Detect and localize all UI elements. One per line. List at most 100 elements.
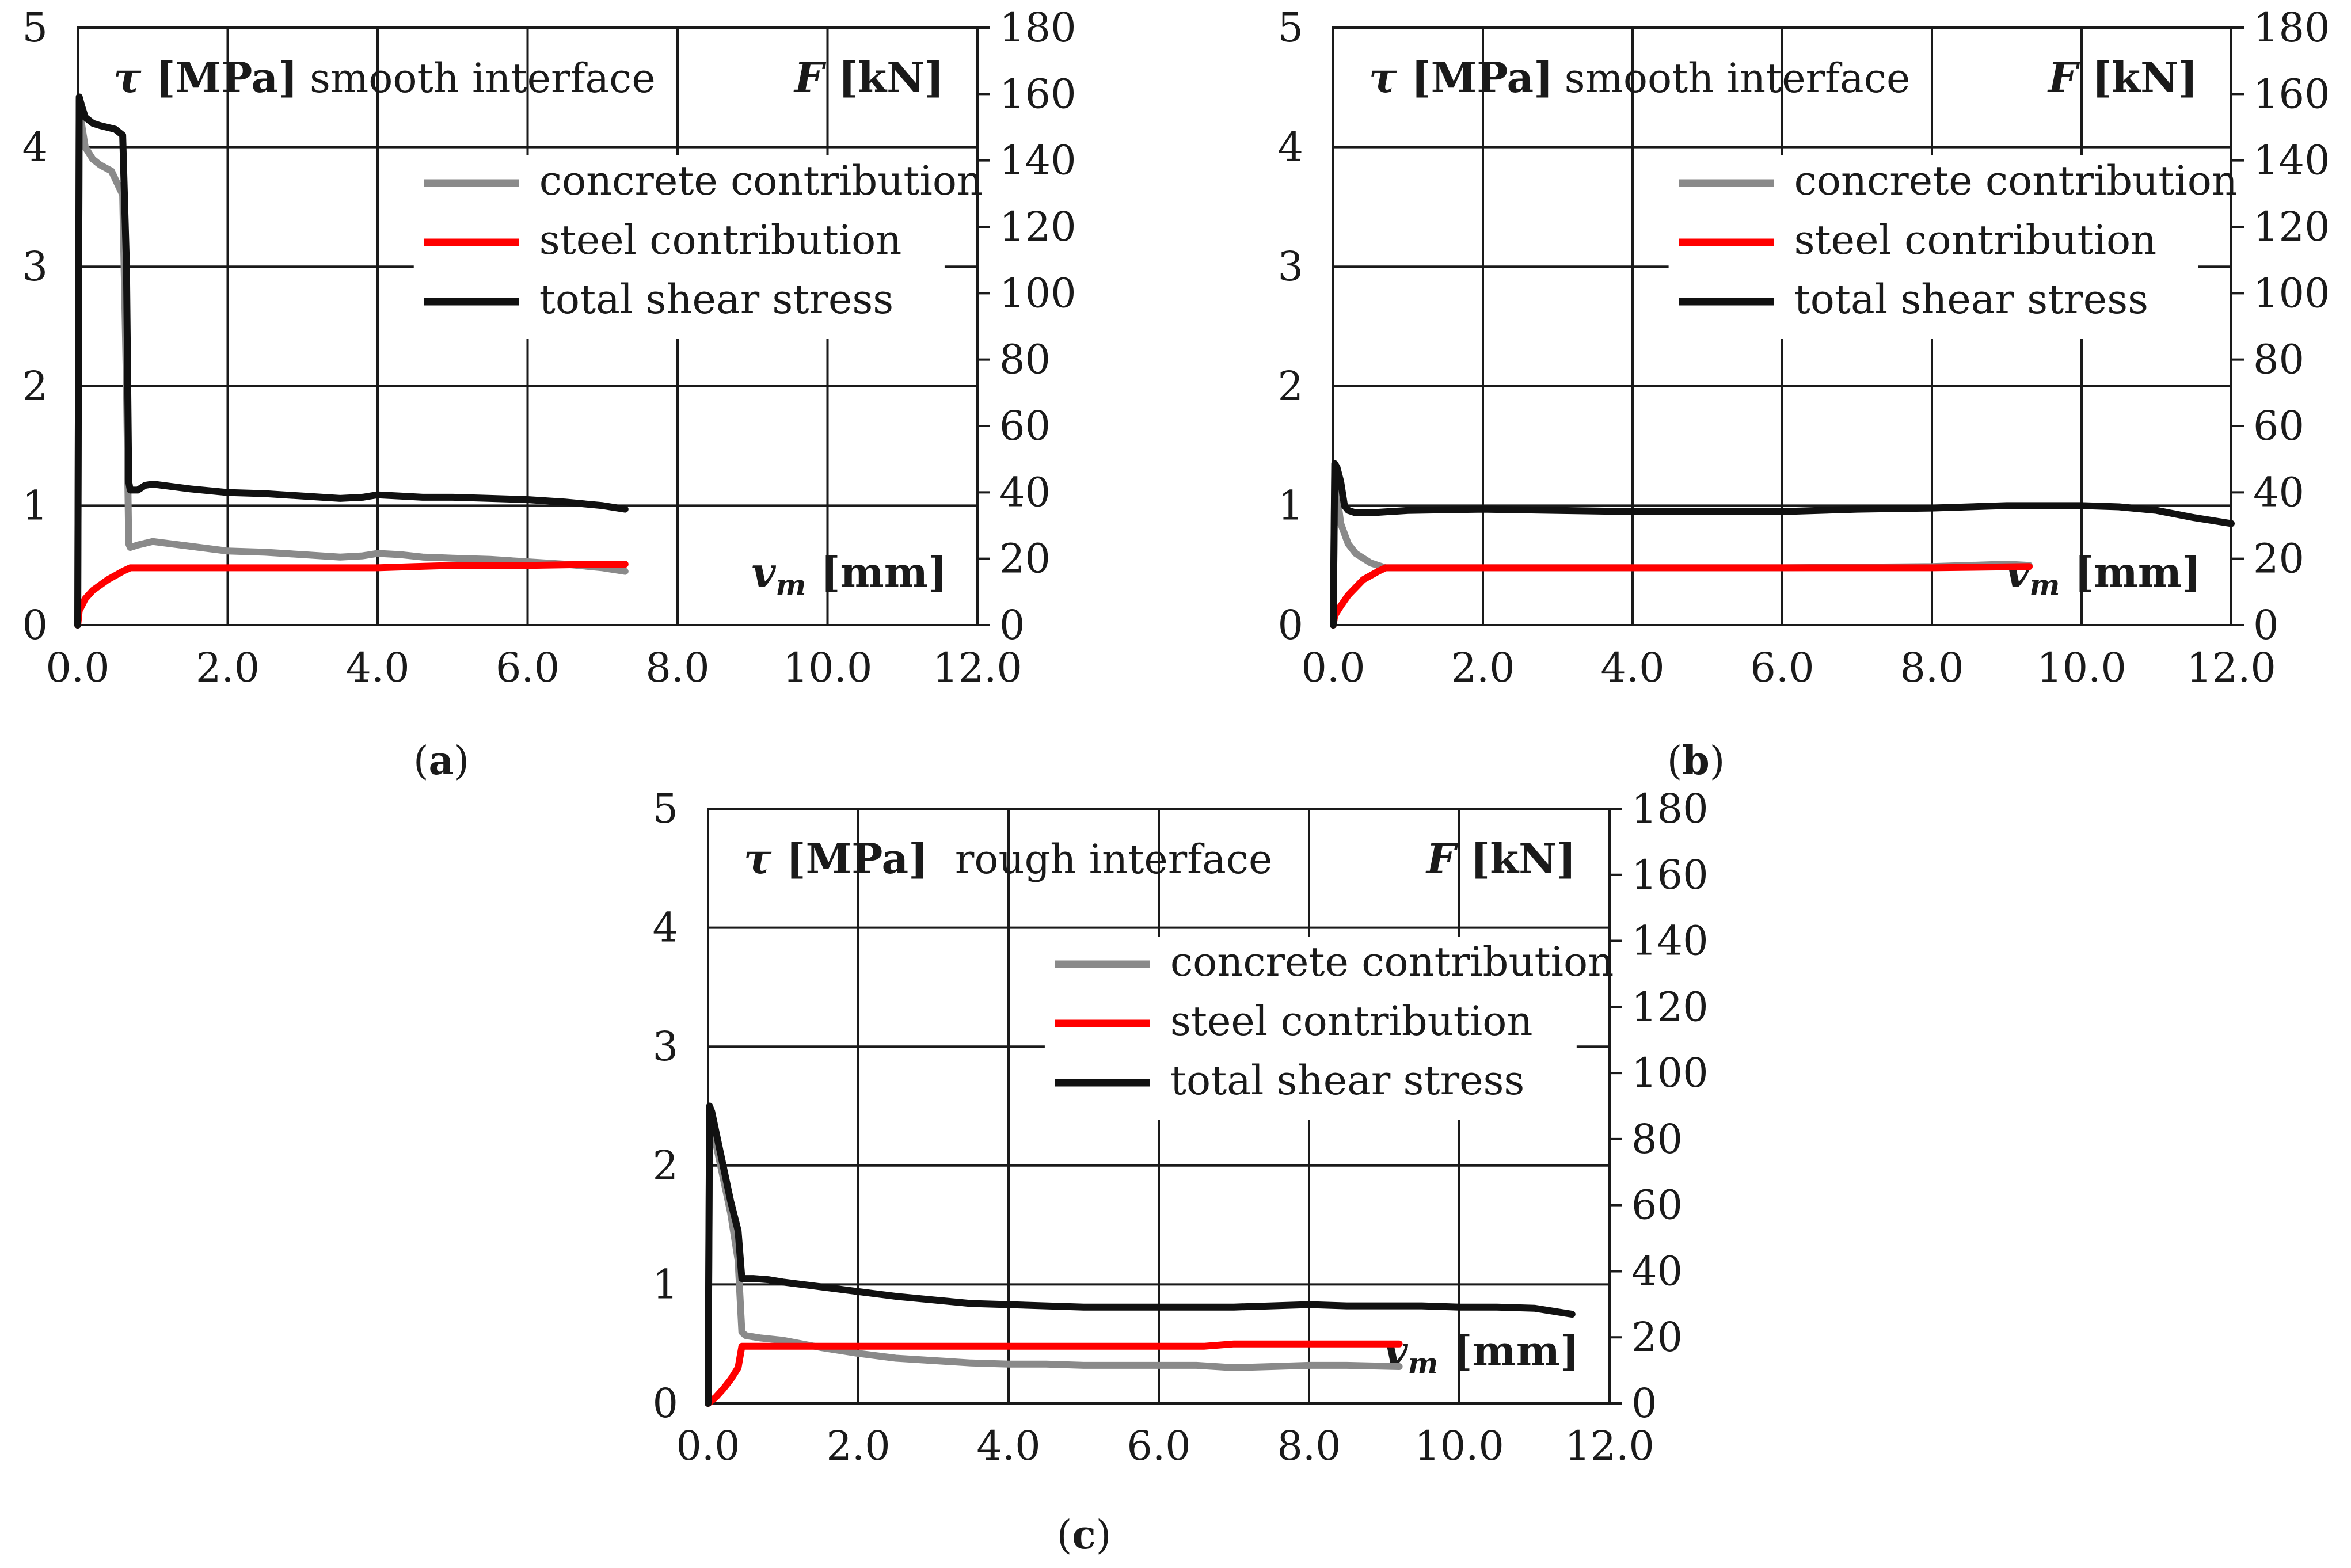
- y-right-tick-label: 40: [2253, 469, 2304, 516]
- legend-label-steel: steel contribution: [1794, 216, 2157, 264]
- x-tick-label: 6.0: [496, 644, 560, 691]
- x-symbol: v: [752, 548, 777, 597]
- y-right-tick-label: 140: [1631, 918, 1709, 965]
- y-left-symbol: τ: [1369, 53, 1397, 102]
- y-right-tick-label: 20: [1631, 1314, 1683, 1361]
- y-left-tick-label: 1: [1277, 482, 1303, 529]
- y-right-tick-label: 20: [2253, 535, 2304, 583]
- legend-label-total: total shear stress: [1794, 276, 2148, 323]
- y-right-tick-label: 160: [2253, 70, 2330, 117]
- y-right-tick-label: 180: [999, 4, 1076, 51]
- y-left-tick-label: 5: [652, 785, 678, 832]
- y-right-tick-label: 60: [999, 402, 1051, 450]
- x-tick-label: 8.0: [645, 644, 709, 691]
- series-line-steel: [74, 561, 629, 629]
- y-left-tick-label: 1: [22, 482, 48, 529]
- x-subscript: m: [1408, 1346, 1439, 1380]
- x-tick-label: 2.0: [1451, 644, 1515, 691]
- x-tick-label: 12.0: [933, 644, 1022, 691]
- y-right-tick-label: 80: [999, 336, 1051, 383]
- x-unit: [mm]: [2060, 548, 2201, 597]
- y-left-tick-label: 3: [652, 1023, 678, 1070]
- x-tick-label: 2.0: [826, 1422, 890, 1470]
- x-axis-title: vm [mm]: [1384, 1326, 1580, 1380]
- legend-label-total: total shear stress: [1170, 1057, 1524, 1104]
- y-left-tick-label: 4: [22, 124, 48, 171]
- x-symbol: v: [2006, 548, 2030, 597]
- caption-letter: b: [1682, 738, 1710, 784]
- panel-caption: (a): [413, 738, 469, 784]
- y-right-tick-label: 0: [1631, 1380, 1657, 1427]
- x-subscript: m: [2030, 568, 2060, 602]
- y-left-tick-label: 0: [652, 1380, 678, 1427]
- series-line-total: [74, 93, 629, 629]
- series-line-total: [1330, 460, 2235, 629]
- y-right-axis-title: F [kN]: [793, 53, 944, 102]
- y-right-tick-label: 0: [999, 602, 1025, 649]
- y-left-axis-title: τ [MPa]: [113, 53, 298, 102]
- y-left-axis-title: τ [MPa]: [1369, 53, 1553, 102]
- x-axis-title: vm [mm]: [752, 548, 948, 602]
- y-left-axis-title: τ [MPa]: [744, 834, 928, 883]
- x-tick-label: 0.0: [45, 644, 109, 691]
- y-right-tick-label: 100: [999, 269, 1076, 317]
- y-right-tick-label: 120: [2253, 203, 2330, 250]
- y-left-symbol: τ: [744, 834, 772, 883]
- y-left-tick-label: 5: [22, 4, 48, 51]
- y-right-tick-label: 180: [2253, 4, 2330, 51]
- x-tick-label: 10.0: [783, 644, 873, 691]
- y-right-tick-label: 60: [2253, 402, 2304, 450]
- x-tick-label: 2.0: [196, 644, 260, 691]
- y-left-tick-label: 1: [652, 1261, 678, 1308]
- panel-b: 0 1 2 3 4 5 0 20 40 60 80 100 120 140 160 180 0.0 2.0 4.0 6…: [1277, 4, 2330, 784]
- y-left-tick-label: 4: [1277, 124, 1303, 171]
- y-right-tick-label: 160: [1631, 851, 1709, 899]
- y-right-unit: [kN]: [2078, 53, 2198, 102]
- x-tick-label: 12.0: [1565, 1422, 1654, 1470]
- y-right-tick-label: 20: [999, 535, 1051, 583]
- y-left-tick-label: 3: [22, 243, 48, 290]
- y-left-unit: [MPa]: [141, 53, 298, 102]
- panel-c: 0 1 2 3 4 5 0 20 40 60 80 100 120 140 160 180 0.0 2.0 4.0 6…: [652, 785, 1708, 1558]
- x-tick-label: 8.0: [1900, 644, 1964, 691]
- legend-label-concrete: concrete contribution: [539, 157, 983, 204]
- legend-label-steel: steel contribution: [539, 216, 902, 264]
- x-tick-label: 8.0: [1277, 1422, 1341, 1470]
- interface-annotation: rough interface: [955, 836, 1273, 883]
- x-axis-title: vm [mm]: [2006, 548, 2201, 602]
- y-left-tick-label: 0: [22, 602, 48, 649]
- y-left-unit: [MPa]: [771, 834, 928, 883]
- legend-label-steel: steel contribution: [1170, 998, 1533, 1045]
- x-tick-label: 12.0: [2186, 644, 2276, 691]
- y-right-tick-label: 40: [999, 469, 1051, 516]
- y-right-unit: [kN]: [824, 53, 944, 102]
- y-right-tick-label: 120: [1631, 983, 1709, 1030]
- caption-open: (: [413, 739, 429, 784]
- legend-label-concrete: concrete contribution: [1170, 938, 1614, 985]
- y-right-tick-label: 80: [2253, 336, 2304, 383]
- panel-a: 0 1 2 3 4 5 0 20 40 60 80 100 120 140 160 180 0.0 2.0 4.0 6…: [22, 4, 1076, 784]
- caption-open: (: [1667, 739, 1683, 784]
- x-tick-label: 6.0: [1127, 1422, 1190, 1470]
- caption-letter: a: [428, 738, 454, 784]
- y-right-tick-label: 60: [1631, 1182, 1683, 1229]
- y-right-symbol: F: [2047, 53, 2080, 102]
- series-line-concrete: [705, 1114, 1403, 1407]
- x-tick-label: 4.0: [976, 1422, 1040, 1470]
- series-line-steel: [1330, 563, 2033, 629]
- y-left-tick-label: 2: [22, 363, 48, 410]
- x-tick-label: 6.0: [1750, 644, 1814, 691]
- series-line-total: [705, 1102, 1576, 1407]
- caption-close: ): [1096, 1513, 1112, 1558]
- caption-letter: c: [1072, 1512, 1095, 1558]
- caption-close: ): [1710, 739, 1725, 784]
- y-right-symbol: F: [793, 53, 827, 102]
- legend-label-concrete: concrete contribution: [1794, 157, 2238, 204]
- panel-caption: (b): [1667, 738, 1725, 784]
- x-tick-label: 0.0: [676, 1422, 740, 1470]
- y-right-axis-title: F [kN]: [1425, 834, 1576, 883]
- y-right-tick-label: 160: [999, 70, 1076, 117]
- y-right-tick-label: 140: [2253, 137, 2330, 184]
- caption-close: ): [454, 739, 470, 784]
